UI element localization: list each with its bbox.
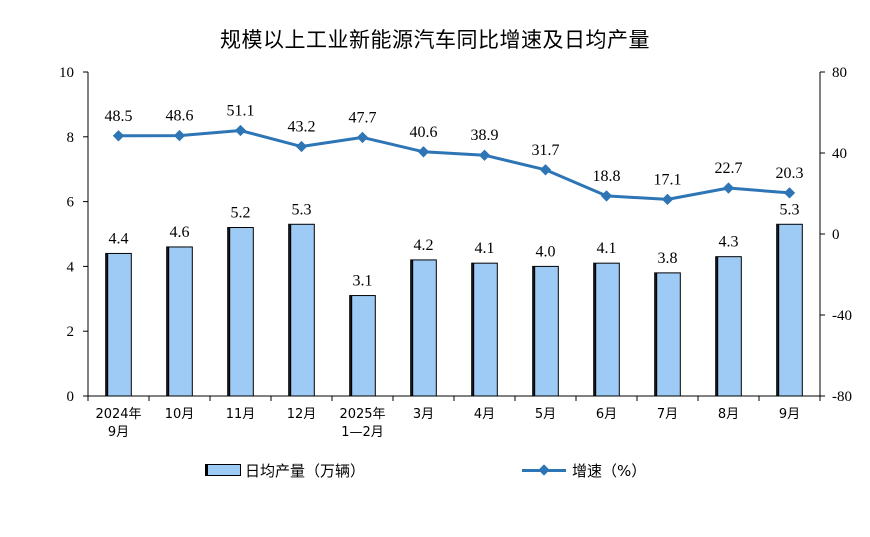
line-point [356,131,369,144]
line-data-label: 48.5 [105,108,133,125]
bar [715,256,742,397]
bar [410,259,437,397]
line-data-label: 17.1 [654,171,682,188]
bar-data-label: 5.3 [292,201,312,218]
legend-bar-swatch [205,464,241,476]
x-tick-label: 11月 [226,407,256,422]
line-data-label: 40.6 [410,124,438,141]
y-right-tick-label: 80 [832,65,847,81]
growth-line [118,129,790,201]
line-point [722,182,735,194]
bar-data-label: 3.1 [353,273,373,290]
line-point [417,146,430,158]
line-data-label: 43.2 [288,119,316,136]
y-left-tick-label: 4 [67,259,75,275]
bar-data-label: 4.2 [414,237,434,254]
bar-data-label: 5.2 [231,205,251,222]
line-data-label: 31.7 [532,142,560,159]
line-point [173,129,186,142]
bar [166,246,193,397]
line-point [783,187,796,199]
line-data-label: 38.9 [471,127,499,144]
line-point [234,124,247,137]
y-right-tick-label: -40 [832,308,852,324]
line-data-label: 47.7 [349,109,377,126]
y-left-tick-label: 6 [67,195,75,211]
x-tick-label: 4月 [474,407,495,422]
legend-item-bar: 日均产量（万辆） [205,459,365,481]
line-data-label: 20.3 [776,165,804,182]
bar-data-label: 3.8 [658,250,678,267]
y-left-tick-label: 0 [67,389,75,405]
x-tick-label: 3月 [413,407,434,422]
legend-line-label: 增速（%） [572,461,647,480]
y-right-tick-label: 40 [832,146,847,162]
legend-item-line: 增速（%） [522,459,646,481]
x-tick-label: 1—2月 [341,425,384,440]
line-data-label: 51.1 [227,103,255,120]
bar [227,227,254,397]
x-tick-label: 10月 [165,407,195,422]
legend-bar-label: 日均产量（万辆） [245,461,366,480]
x-tick-label: 9月 [108,425,129,440]
bar-data-label: 4.6 [170,224,190,241]
bar-data-label: 4.1 [597,240,617,257]
line-point [295,140,308,153]
x-tick-label: 7月 [657,407,678,422]
bar [471,262,498,397]
bar [593,262,620,397]
line-point [600,190,613,202]
bar [654,272,681,397]
bar [288,223,315,397]
bar-data-label: 5.3 [780,201,800,218]
x-tick-label: 5月 [535,407,556,422]
bar-data-label: 4.3 [719,234,739,251]
x-tick-label: 6月 [596,407,617,422]
x-tick-label: 8月 [718,407,739,422]
bar [776,223,803,397]
y-right-tick-label: -80 [832,389,852,405]
y-left-tick-label: 10 [59,65,74,81]
y-left-tick-label: 2 [67,324,75,340]
x-tick-label: 2025年 [339,407,385,422]
line-point [112,130,125,142]
line-point [661,193,674,206]
x-tick-label: 12月 [287,407,317,422]
bar [105,252,132,397]
legend-line-swatch [522,464,566,476]
y-left-tick-label: 8 [67,130,75,146]
bar [532,265,559,397]
bar-data-label: 4.0 [536,243,556,260]
line-point [478,149,491,161]
bar [349,295,376,397]
x-tick-label: 2024年 [95,407,141,422]
bar-data-label: 4.4 [109,230,129,247]
line-data-label: 48.6 [166,108,194,125]
line-data-label: 18.8 [593,168,621,185]
line-point [539,164,552,176]
chart-title: 规模以上工业新能源汽车同比增速及日均产量 [220,28,650,52]
x-tick-label: 9月 [779,407,800,422]
y-right-tick-label: 0 [832,227,840,243]
bar-data-label: 4.1 [475,240,495,257]
line-data-label: 22.7 [715,160,743,177]
